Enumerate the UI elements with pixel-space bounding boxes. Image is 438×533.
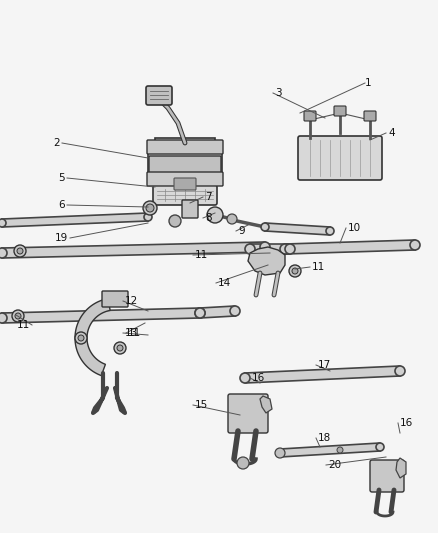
Polygon shape bbox=[2, 213, 148, 227]
FancyBboxPatch shape bbox=[149, 156, 221, 176]
Circle shape bbox=[17, 248, 23, 254]
Circle shape bbox=[410, 240, 420, 250]
Text: 5: 5 bbox=[58, 173, 65, 183]
FancyBboxPatch shape bbox=[153, 185, 217, 205]
Circle shape bbox=[143, 201, 157, 215]
Text: 11: 11 bbox=[195, 250, 208, 260]
Circle shape bbox=[285, 244, 295, 254]
Text: 20: 20 bbox=[328, 460, 341, 470]
Polygon shape bbox=[200, 306, 235, 318]
Circle shape bbox=[245, 244, 255, 254]
Circle shape bbox=[207, 207, 223, 223]
Circle shape bbox=[276, 449, 284, 457]
Circle shape bbox=[78, 335, 84, 341]
Circle shape bbox=[14, 245, 26, 257]
Text: 11: 11 bbox=[312, 262, 325, 272]
Circle shape bbox=[114, 342, 126, 354]
FancyBboxPatch shape bbox=[364, 111, 376, 121]
Circle shape bbox=[326, 227, 334, 235]
FancyBboxPatch shape bbox=[228, 394, 268, 433]
Text: 3: 3 bbox=[275, 88, 282, 98]
FancyBboxPatch shape bbox=[147, 172, 223, 186]
Text: 19: 19 bbox=[55, 233, 68, 243]
Polygon shape bbox=[75, 298, 110, 376]
Circle shape bbox=[230, 306, 240, 316]
Circle shape bbox=[289, 265, 301, 277]
Circle shape bbox=[15, 313, 21, 319]
Text: 12: 12 bbox=[125, 296, 138, 306]
Circle shape bbox=[195, 308, 205, 318]
Polygon shape bbox=[280, 443, 380, 457]
FancyBboxPatch shape bbox=[334, 106, 346, 116]
Polygon shape bbox=[245, 366, 400, 383]
Circle shape bbox=[227, 214, 237, 224]
Text: 10: 10 bbox=[348, 223, 361, 233]
Polygon shape bbox=[250, 244, 290, 254]
FancyBboxPatch shape bbox=[370, 460, 404, 492]
Polygon shape bbox=[2, 308, 200, 323]
Text: 4: 4 bbox=[388, 128, 395, 138]
Circle shape bbox=[75, 332, 87, 344]
Circle shape bbox=[261, 223, 269, 231]
FancyBboxPatch shape bbox=[146, 86, 172, 105]
Text: 17: 17 bbox=[318, 360, 331, 370]
FancyBboxPatch shape bbox=[298, 136, 382, 180]
Polygon shape bbox=[396, 458, 406, 478]
Text: 11: 11 bbox=[128, 328, 141, 338]
Polygon shape bbox=[285, 240, 415, 254]
Circle shape bbox=[292, 268, 298, 274]
Circle shape bbox=[376, 443, 384, 451]
Circle shape bbox=[275, 448, 285, 458]
Polygon shape bbox=[248, 247, 285, 275]
FancyBboxPatch shape bbox=[304, 111, 316, 121]
Text: 2: 2 bbox=[53, 138, 60, 148]
FancyBboxPatch shape bbox=[147, 140, 223, 154]
Text: 7: 7 bbox=[205, 192, 212, 202]
Polygon shape bbox=[148, 138, 222, 183]
Text: 15: 15 bbox=[195, 400, 208, 410]
Circle shape bbox=[260, 242, 270, 252]
Circle shape bbox=[395, 366, 405, 376]
FancyBboxPatch shape bbox=[102, 291, 128, 307]
FancyBboxPatch shape bbox=[182, 200, 198, 218]
Text: 16: 16 bbox=[400, 418, 413, 428]
Circle shape bbox=[240, 373, 250, 383]
Text: 18: 18 bbox=[318, 433, 331, 443]
Circle shape bbox=[12, 310, 24, 322]
Polygon shape bbox=[265, 223, 330, 235]
Circle shape bbox=[195, 308, 205, 318]
Circle shape bbox=[0, 313, 7, 323]
Circle shape bbox=[337, 447, 343, 453]
Circle shape bbox=[144, 213, 152, 221]
Circle shape bbox=[0, 248, 7, 258]
Circle shape bbox=[146, 204, 154, 212]
Text: 14: 14 bbox=[218, 278, 231, 288]
Circle shape bbox=[280, 244, 290, 254]
Text: 9: 9 bbox=[238, 226, 245, 236]
Polygon shape bbox=[2, 242, 265, 258]
Text: 8: 8 bbox=[205, 213, 212, 223]
Circle shape bbox=[169, 215, 181, 227]
Text: 16: 16 bbox=[252, 373, 265, 383]
Circle shape bbox=[237, 457, 249, 469]
Text: 11: 11 bbox=[17, 320, 30, 330]
FancyBboxPatch shape bbox=[174, 178, 196, 190]
Circle shape bbox=[117, 345, 123, 351]
Text: 13: 13 bbox=[125, 328, 138, 338]
Text: 1: 1 bbox=[365, 78, 371, 88]
Circle shape bbox=[0, 219, 6, 227]
Polygon shape bbox=[260, 396, 272, 413]
Text: 6: 6 bbox=[58, 200, 65, 210]
